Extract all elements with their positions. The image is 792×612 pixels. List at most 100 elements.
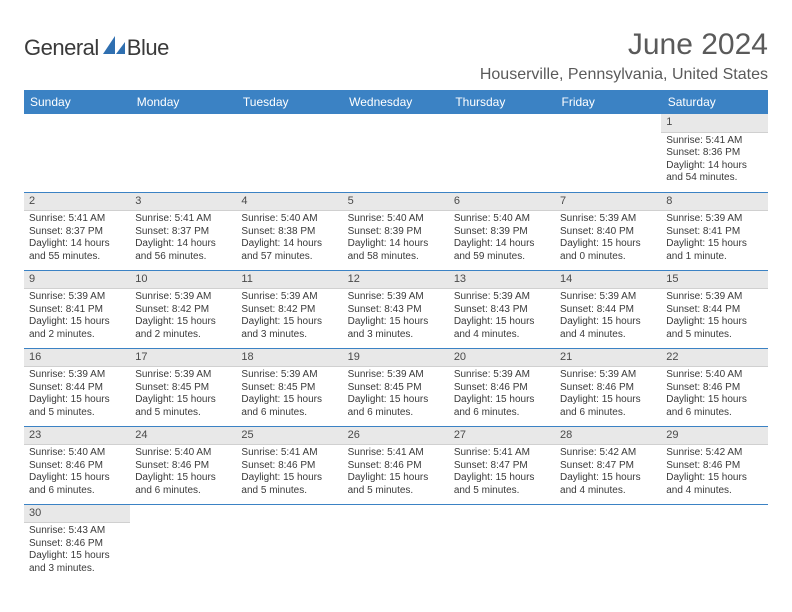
day-number: 14 (555, 271, 661, 290)
day-body: Sunrise: 5:39 AMSunset: 8:46 PMDaylight:… (449, 367, 555, 423)
day-number: 7 (555, 193, 661, 212)
day-body: Sunrise: 5:41 AMSunset: 8:37 PMDaylight:… (130, 211, 236, 267)
sunset-text: Sunset: 8:43 PM (348, 304, 444, 317)
daylight-text: Daylight: 14 hours (348, 238, 444, 251)
calendar-cell: 22Sunrise: 5:40 AMSunset: 8:46 PMDayligh… (661, 348, 767, 426)
day-body: Sunrise: 5:42 AMSunset: 8:47 PMDaylight:… (555, 445, 661, 501)
daylight-text: Daylight: 15 hours (666, 238, 762, 251)
sunset-text: Sunset: 8:46 PM (560, 382, 656, 395)
calendar-cell: 10Sunrise: 5:39 AMSunset: 8:42 PMDayligh… (130, 270, 236, 348)
daylight-text: and 3 minutes. (241, 329, 337, 342)
day-header-row: Sunday Monday Tuesday Wednesday Thursday… (24, 90, 768, 114)
calendar-cell: 26Sunrise: 5:41 AMSunset: 8:46 PMDayligh… (343, 426, 449, 504)
daylight-text: and 3 minutes. (29, 563, 125, 576)
sunset-text: Sunset: 8:46 PM (348, 460, 444, 473)
sunset-text: Sunset: 8:37 PM (135, 226, 231, 239)
day-number: 5 (343, 193, 449, 212)
day-body: Sunrise: 5:41 AMSunset: 8:46 PMDaylight:… (343, 445, 449, 501)
sunset-text: Sunset: 8:43 PM (454, 304, 550, 317)
sunrise-text: Sunrise: 5:39 AM (135, 369, 231, 382)
daylight-text: and 3 minutes. (348, 329, 444, 342)
sunset-text: Sunset: 8:40 PM (560, 226, 656, 239)
calendar-cell: 16Sunrise: 5:39 AMSunset: 8:44 PMDayligh… (24, 348, 130, 426)
location-subtitle: Houserville, Pennsylvania, United States (480, 66, 768, 84)
day-body: Sunrise: 5:40 AMSunset: 8:46 PMDaylight:… (661, 367, 767, 423)
day-number: 28 (555, 427, 661, 446)
sunset-text: Sunset: 8:46 PM (135, 460, 231, 473)
sunrise-text: Sunrise: 5:39 AM (454, 291, 550, 304)
daylight-text: and 4 minutes. (454, 329, 550, 342)
calendar-cell: 9Sunrise: 5:39 AMSunset: 8:41 PMDaylight… (24, 270, 130, 348)
calendar-cell (661, 504, 767, 582)
daylight-text: and 57 minutes. (241, 251, 337, 264)
calendar-cell: 29Sunrise: 5:42 AMSunset: 8:46 PMDayligh… (661, 426, 767, 504)
calendar-cell: 1Sunrise: 5:41 AMSunset: 8:36 PMDaylight… (661, 114, 767, 192)
calendar-cell: 11Sunrise: 5:39 AMSunset: 8:42 PMDayligh… (236, 270, 342, 348)
daylight-text: and 2 minutes. (29, 329, 125, 342)
sunrise-text: Sunrise: 5:42 AM (560, 447, 656, 460)
day-body: Sunrise: 5:39 AMSunset: 8:44 PMDaylight:… (24, 367, 130, 423)
calendar-week-row: 1Sunrise: 5:41 AMSunset: 8:36 PMDaylight… (24, 114, 768, 192)
sunrise-text: Sunrise: 5:39 AM (135, 291, 231, 304)
day-body: Sunrise: 5:41 AMSunset: 8:37 PMDaylight:… (24, 211, 130, 267)
logo-text-general: General (24, 35, 99, 61)
day-number: 16 (24, 349, 130, 368)
calendar-cell: 18Sunrise: 5:39 AMSunset: 8:45 PMDayligh… (236, 348, 342, 426)
day-body: Sunrise: 5:39 AMSunset: 8:40 PMDaylight:… (555, 211, 661, 267)
calendar-cell: 25Sunrise: 5:41 AMSunset: 8:46 PMDayligh… (236, 426, 342, 504)
calendar-cell: 19Sunrise: 5:39 AMSunset: 8:45 PMDayligh… (343, 348, 449, 426)
sunrise-text: Sunrise: 5:39 AM (29, 291, 125, 304)
day-header: Monday (130, 90, 236, 114)
day-body: Sunrise: 5:39 AMSunset: 8:43 PMDaylight:… (449, 289, 555, 345)
sunrise-text: Sunrise: 5:40 AM (135, 447, 231, 460)
sunset-text: Sunset: 8:39 PM (454, 226, 550, 239)
day-number: 3 (130, 193, 236, 212)
daylight-text: and 0 minutes. (560, 251, 656, 264)
sail-icon (101, 34, 127, 61)
calendar-cell: 13Sunrise: 5:39 AMSunset: 8:43 PMDayligh… (449, 270, 555, 348)
sunrise-text: Sunrise: 5:40 AM (241, 213, 337, 226)
title-block: June 2024 Houserville, Pennsylvania, Uni… (480, 28, 768, 84)
day-number: 9 (24, 271, 130, 290)
sunset-text: Sunset: 8:46 PM (666, 460, 762, 473)
daylight-text: Daylight: 15 hours (241, 472, 337, 485)
sunrise-text: Sunrise: 5:39 AM (348, 291, 444, 304)
day-body: Sunrise: 5:39 AMSunset: 8:45 PMDaylight:… (130, 367, 236, 423)
daylight-text: Daylight: 15 hours (560, 238, 656, 251)
day-number: 30 (24, 505, 130, 524)
page-header: General Blue June 2024 Houserville, Penn… (24, 28, 768, 84)
calendar-cell: 20Sunrise: 5:39 AMSunset: 8:46 PMDayligh… (449, 348, 555, 426)
calendar-cell: 12Sunrise: 5:39 AMSunset: 8:43 PMDayligh… (343, 270, 449, 348)
calendar-cell: 23Sunrise: 5:40 AMSunset: 8:46 PMDayligh… (24, 426, 130, 504)
calendar-cell: 6Sunrise: 5:40 AMSunset: 8:39 PMDaylight… (449, 192, 555, 270)
calendar-cell: 5Sunrise: 5:40 AMSunset: 8:39 PMDaylight… (343, 192, 449, 270)
calendar-week-row: 2Sunrise: 5:41 AMSunset: 8:37 PMDaylight… (24, 192, 768, 270)
sunrise-text: Sunrise: 5:39 AM (241, 369, 337, 382)
calendar-cell: 30Sunrise: 5:43 AMSunset: 8:46 PMDayligh… (24, 504, 130, 582)
daylight-text: and 5 minutes. (666, 329, 762, 342)
day-body: Sunrise: 5:39 AMSunset: 8:45 PMDaylight:… (236, 367, 342, 423)
sunset-text: Sunset: 8:42 PM (135, 304, 231, 317)
daylight-text: and 2 minutes. (135, 329, 231, 342)
daylight-text: Daylight: 15 hours (29, 472, 125, 485)
sunrise-text: Sunrise: 5:39 AM (560, 369, 656, 382)
sunrise-text: Sunrise: 5:40 AM (454, 213, 550, 226)
daylight-text: Daylight: 15 hours (560, 316, 656, 329)
daylight-text: and 6 minutes. (29, 485, 125, 498)
day-number: 4 (236, 193, 342, 212)
calendar-week-row: 30Sunrise: 5:43 AMSunset: 8:46 PMDayligh… (24, 504, 768, 582)
daylight-text: and 1 minute. (666, 251, 762, 264)
day-body: Sunrise: 5:42 AMSunset: 8:46 PMDaylight:… (661, 445, 767, 501)
daylight-text: Daylight: 15 hours (560, 472, 656, 485)
daylight-text: Daylight: 15 hours (241, 394, 337, 407)
day-number: 10 (130, 271, 236, 290)
calendar-cell (24, 114, 130, 192)
calendar-cell: 14Sunrise: 5:39 AMSunset: 8:44 PMDayligh… (555, 270, 661, 348)
day-body: Sunrise: 5:40 AMSunset: 8:39 PMDaylight:… (449, 211, 555, 267)
day-number: 25 (236, 427, 342, 446)
daylight-text: and 56 minutes. (135, 251, 231, 264)
day-number: 1 (661, 114, 767, 133)
daylight-text: Daylight: 14 hours (666, 160, 762, 173)
day-body: Sunrise: 5:39 AMSunset: 8:43 PMDaylight:… (343, 289, 449, 345)
calendar-cell (130, 504, 236, 582)
